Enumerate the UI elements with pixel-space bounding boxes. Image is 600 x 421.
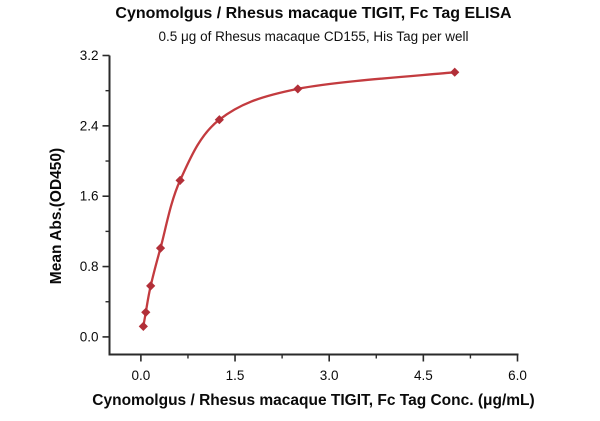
data-point-marker — [155, 243, 166, 253]
data-point-marker — [450, 67, 460, 77]
chart-subtitle: 0.5 μg of Rhesus macaque CD155, His Tag … — [158, 29, 469, 44]
fit-curve — [142, 71, 456, 328]
y-tick-label: 0.0 — [80, 329, 99, 344]
y-tick-label: 1.6 — [80, 189, 99, 204]
y-tick-label: 2.4 — [80, 118, 99, 133]
x-axis-title: Cynomolgus / Rhesus macaque TIGIT, Fc Ta… — [92, 392, 535, 409]
x-tick-label: 1.5 — [226, 368, 245, 383]
data-point-marker — [175, 175, 185, 185]
data-point-marker — [138, 321, 148, 331]
data-point-marker — [141, 307, 151, 317]
data-point-marker — [146, 281, 156, 291]
x-tick-label: 0.0 — [131, 368, 150, 383]
x-tick-label: 3.0 — [320, 368, 339, 383]
x-tick-label: 4.5 — [414, 368, 433, 383]
data-point-marker — [214, 115, 224, 125]
chart-title: Cynomolgus / Rhesus macaque TIGIT, Fc Ta… — [115, 5, 512, 22]
y-tick-label: 3.2 — [80, 48, 99, 63]
y-axis-title: Mean Abs.(OD450) — [48, 147, 65, 285]
x-tick-label: 6.0 — [508, 368, 527, 383]
y-tick-label: 0.8 — [80, 259, 99, 274]
data-point-marker — [293, 84, 303, 94]
